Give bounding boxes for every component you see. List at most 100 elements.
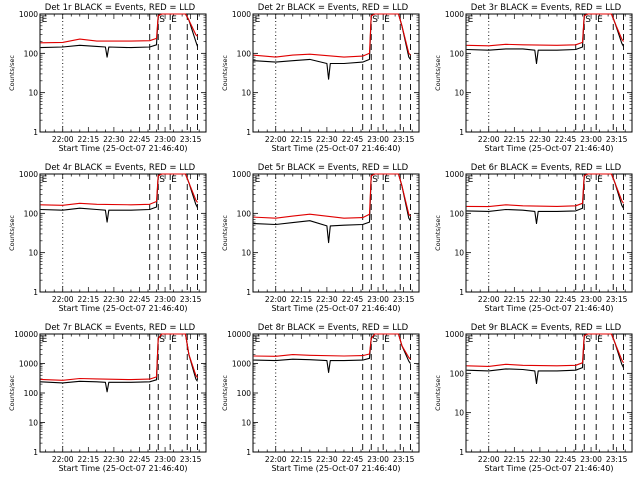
x-tick-label: 22:30: [103, 295, 125, 304]
y-tick-label: 1000: [445, 10, 464, 19]
y-tick-label: 1: [459, 288, 464, 297]
x-tick-label: 22:45: [129, 295, 151, 304]
x-tick-label: 22:15: [504, 135, 526, 144]
y-tick-label: 10: [28, 89, 38, 98]
marker-label: S: [372, 335, 378, 345]
x-axis-label: Start Time (25-Oct-07 21:46:40): [271, 144, 400, 153]
marker-label: E: [42, 335, 48, 345]
y-axis-label: Counts/sec: [434, 215, 442, 251]
y-tick-label: 1: [246, 128, 251, 137]
y-tick-label: 100: [237, 209, 252, 218]
y-tick-label: 1: [33, 448, 38, 457]
y-tick-label: 10000: [227, 330, 251, 339]
x-axis-label: Start Time (25-Oct-07 21:46:40): [271, 464, 400, 473]
x-tick-label: 23:15: [180, 295, 202, 304]
marker-label: S: [159, 335, 165, 345]
x-tick-label: 23:15: [180, 135, 202, 144]
y-tick-label: 100: [237, 389, 252, 398]
marker-label: E: [384, 175, 390, 185]
x-tick-label: 23:15: [393, 455, 415, 464]
lld-series-line: [40, 13, 198, 44]
x-tick-label: 22:15: [291, 295, 313, 304]
y-tick-label: 1000: [19, 360, 38, 369]
marker-label: E: [384, 335, 390, 345]
y-axis-label: Counts/sec: [221, 55, 229, 91]
x-axis-label: Start Time (25-Oct-07 21:46:40): [58, 464, 187, 473]
x-tick-label: 23:15: [606, 295, 628, 304]
x-tick-label: 22:45: [555, 455, 577, 464]
chart-title: Det 1r BLACK = Events, RED = LLD: [45, 3, 196, 13]
plot-frame: [465, 173, 633, 293]
marker-label: E: [255, 15, 261, 25]
x-tick-label: 22:00: [265, 295, 287, 304]
x-tick-label: 22:45: [555, 295, 577, 304]
marker-label: S: [372, 175, 378, 185]
plot-frame: [252, 13, 420, 133]
x-tick-label: 22:15: [504, 295, 526, 304]
detector-panel: Det 4r BLACK = Events, RED = LLD 1 10 100 10…: [0, 160, 213, 320]
plot-frame: [252, 333, 420, 453]
y-tick-label: 1: [459, 128, 464, 137]
plot-frame: [39, 173, 207, 293]
marker-label: E: [42, 15, 48, 25]
y-tick-label: 100: [450, 49, 465, 58]
marker-label: E: [171, 15, 177, 25]
y-axis-label: Counts/sec: [8, 55, 16, 91]
x-axis-label: Start Time (25-Oct-07 21:46:40): [484, 464, 613, 473]
y-tick-label: 10000: [14, 330, 38, 339]
y-tick-label: 1: [33, 128, 38, 137]
x-tick-label: 23:00: [367, 455, 389, 464]
y-tick-label: 1: [246, 448, 251, 457]
x-tick-label: 23:00: [154, 455, 176, 464]
marker-label: S: [159, 15, 165, 25]
x-axis-label: Start Time (25-Oct-07 21:46:40): [484, 144, 613, 153]
x-tick-label: 22:00: [52, 455, 74, 464]
detector-panel: Det 3r BLACK = Events, RED = LLD 1 10 100 10…: [426, 0, 639, 160]
marker-label: E: [468, 15, 474, 25]
plot-frame: [39, 13, 207, 133]
marker-label: E: [597, 15, 603, 25]
x-tick-label: 22:45: [129, 455, 151, 464]
marker-label: S: [585, 175, 591, 185]
lld-series-line: [40, 333, 198, 381]
detector-panel: Det 5r BLACK = Events, RED = LLD 1 10 100 10…: [213, 160, 426, 320]
chart-title: Det 6r BLACK = Events, RED = LLD: [471, 163, 622, 173]
x-tick-label: 22:15: [291, 455, 313, 464]
chart-svg: Det 1r BLACK = Events, RED = LLD 1 10 100 10…: [8, 3, 207, 153]
x-tick-label: 22:45: [555, 135, 577, 144]
detector-panel: Det 1r BLACK = Events, RED = LLD 1 10 100 10…: [0, 0, 213, 160]
x-tick-label: 22:30: [316, 135, 338, 144]
x-tick-label: 23:15: [393, 135, 415, 144]
y-axis-label: Counts/sec: [8, 375, 16, 411]
x-tick-label: 22:00: [52, 135, 74, 144]
x-tick-label: 23:00: [580, 295, 602, 304]
x-tick-label: 22:00: [52, 295, 74, 304]
x-tick-label: 23:00: [580, 455, 602, 464]
x-tick-label: 22:30: [316, 295, 338, 304]
chart-svg: Det 8r BLACK = Events, RED = LLD 1 10 100 10…: [221, 323, 420, 473]
x-tick-label: 22:00: [265, 455, 287, 464]
chart-svg: Det 4r BLACK = Events, RED = LLD 1 10 100 10…: [8, 163, 207, 313]
x-axis-label: Start Time (25-Oct-07 21:46:40): [58, 304, 187, 313]
y-tick-label: 10: [454, 249, 464, 258]
x-tick-label: 23:15: [606, 135, 628, 144]
y-tick-label: 1000: [232, 170, 251, 179]
chart-title: Det 4r BLACK = Events, RED = LLD: [45, 163, 196, 173]
x-tick-label: 22:00: [478, 455, 500, 464]
y-tick-label: 100: [24, 209, 39, 218]
chart-svg: Det 7r BLACK = Events, RED = LLD 1 10 100 10…: [8, 323, 207, 473]
y-tick-label: 1000: [232, 360, 251, 369]
lld-series-line: [466, 173, 624, 208]
detector-panel: Det 7r BLACK = Events, RED = LLD 1 10 100 10…: [0, 320, 213, 480]
lld-series-line: [40, 173, 198, 206]
y-tick-label: 10: [241, 89, 251, 98]
marker-label: E: [171, 175, 177, 185]
y-tick-label: 1: [459, 448, 464, 457]
lld-series-line: [466, 13, 624, 47]
y-tick-label: 100: [450, 209, 465, 218]
x-tick-label: 23:15: [606, 455, 628, 464]
y-tick-label: 1: [33, 288, 38, 297]
marker-label: E: [42, 175, 48, 185]
x-tick-label: 23:00: [154, 295, 176, 304]
